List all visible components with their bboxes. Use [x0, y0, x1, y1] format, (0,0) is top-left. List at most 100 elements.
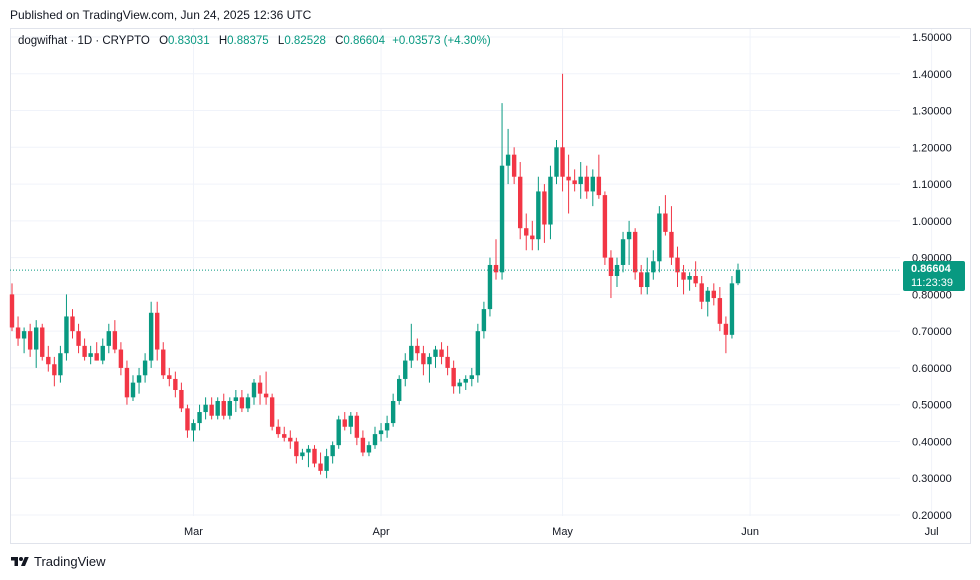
candle-body	[269, 397, 275, 427]
candle	[681, 264, 686, 295]
candle-body	[427, 356, 432, 365]
candle	[34, 320, 39, 368]
candle-body	[294, 441, 299, 457]
candle	[657, 206, 662, 273]
candle-body	[185, 408, 190, 431]
candle	[536, 176, 541, 251]
candle-body	[173, 378, 178, 390]
x-tick-label: Apr	[372, 526, 389, 538]
candle-body	[227, 401, 232, 416]
candle	[669, 206, 674, 265]
candle	[584, 165, 589, 199]
candle	[155, 301, 160, 361]
candle	[415, 338, 420, 361]
candle	[245, 393, 251, 413]
candle-body	[669, 231, 674, 258]
candle-body	[197, 412, 202, 424]
candle-body	[729, 283, 735, 335]
candle-body	[130, 382, 136, 398]
candle-body	[554, 147, 559, 177]
candle	[729, 276, 735, 339]
candle-body	[233, 397, 239, 402]
candle-body	[251, 382, 257, 398]
candle-body	[136, 375, 142, 383]
legend-low-label: L	[277, 35, 285, 47]
y-tick-label: 1.50000	[912, 32, 952, 44]
candle-body	[403, 360, 408, 379]
candle-body	[505, 154, 511, 166]
candle-body	[209, 404, 214, 416]
candle-body	[9, 294, 15, 328]
candle-body	[657, 213, 662, 262]
candle	[227, 397, 232, 420]
candle	[9, 283, 15, 332]
candle	[378, 423, 384, 442]
candle-body	[118, 349, 124, 368]
candle	[439, 342, 444, 365]
candle	[632, 228, 638, 280]
candle	[481, 301, 487, 339]
candle	[185, 404, 190, 438]
candle-body	[590, 176, 595, 192]
candle	[554, 139, 559, 185]
candle-body	[463, 378, 468, 383]
candle-body	[451, 367, 456, 387]
candle-body	[336, 419, 341, 446]
candle-body	[360, 437, 366, 453]
candle	[348, 412, 353, 435]
candle	[52, 356, 57, 387]
candle	[342, 412, 347, 431]
candle-body	[409, 345, 414, 361]
candle	[209, 397, 214, 420]
candles	[9, 73, 741, 479]
candle	[390, 393, 396, 427]
candle	[203, 397, 208, 420]
candle	[215, 397, 220, 420]
candle	[578, 162, 583, 199]
candle	[596, 154, 602, 199]
candle	[306, 445, 311, 468]
y-tick-label: 0.50000	[912, 400, 952, 412]
candle	[82, 338, 87, 361]
candle	[130, 375, 136, 402]
candle	[397, 375, 402, 405]
candle	[239, 389, 245, 413]
candle-body	[397, 378, 402, 402]
candle-body	[493, 264, 499, 273]
y-tick-label: 1.40000	[912, 69, 952, 81]
candle	[409, 323, 414, 368]
candle	[620, 231, 626, 273]
candle	[530, 220, 535, 251]
candle-body	[433, 349, 438, 357]
candle-body	[511, 154, 517, 177]
candle	[608, 250, 614, 299]
candle-body	[475, 331, 481, 376]
candle-body	[560, 147, 565, 177]
candle-body	[639, 272, 644, 288]
y-tick-label: 0.60000	[912, 363, 952, 375]
candle-body	[578, 176, 583, 185]
y-tick-label: 0.80000	[912, 289, 952, 301]
candle	[336, 415, 341, 449]
candle	[645, 257, 650, 295]
candle	[614, 257, 620, 288]
candle	[76, 323, 81, 354]
candle-body	[245, 397, 251, 409]
candle-body	[94, 353, 99, 361]
candle-body	[608, 257, 614, 276]
candle-body	[632, 231, 638, 273]
candle	[602, 191, 608, 265]
candle	[384, 415, 390, 438]
candle-body	[203, 404, 208, 413]
candle-body	[58, 353, 63, 376]
candle-body	[82, 345, 87, 357]
candle	[475, 323, 481, 383]
candle-body	[705, 290, 710, 302]
candle	[124, 360, 130, 405]
footer-brand[interactable]: TradingView	[10, 554, 106, 569]
candle	[70, 309, 75, 339]
candle	[524, 213, 529, 251]
candle	[705, 287, 710, 317]
candle	[469, 367, 474, 387]
